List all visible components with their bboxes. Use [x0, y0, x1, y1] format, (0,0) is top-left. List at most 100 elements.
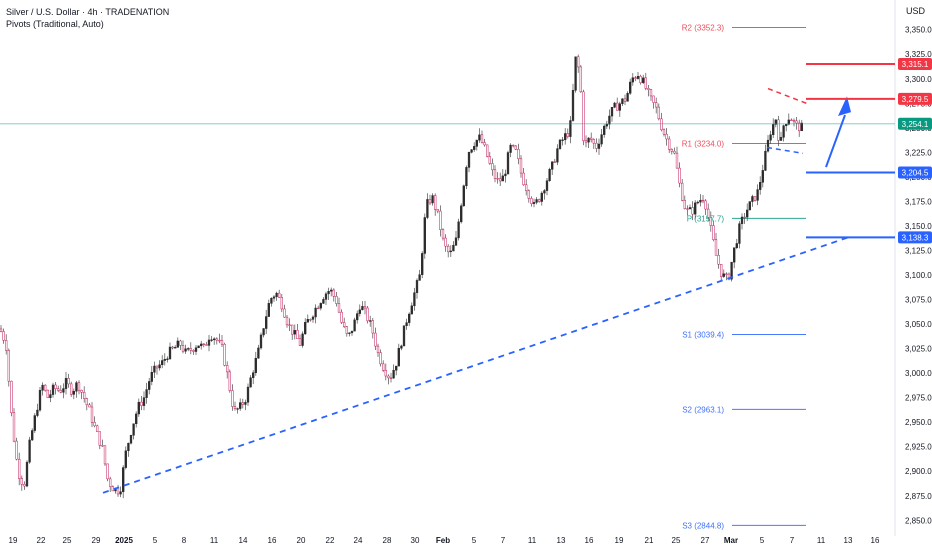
candle-body — [319, 303, 322, 309]
time-tick-label: 2025 — [115, 536, 133, 545]
candle-body — [231, 390, 234, 407]
candle-body — [181, 345, 185, 352]
time-tick-label: 11 — [817, 536, 826, 545]
candle-body — [252, 372, 255, 379]
symbol-title[interactable]: Silver / U.S. Dollar · 4h · TRADENATION — [6, 7, 170, 17]
candle-body — [714, 239, 718, 256]
candle-body — [376, 345, 380, 353]
candle-body — [743, 216, 746, 219]
candle-body — [410, 305, 413, 315]
candle-body — [665, 133, 668, 140]
price-axis: 3,350.03,325.03,300.03,275.03,250.03,225… — [894, 0, 932, 536]
candle-body — [558, 139, 562, 149]
candle-body — [707, 208, 710, 218]
candle-body — [618, 103, 621, 111]
price-tick-label: 3,000.0 — [905, 369, 932, 378]
candle-body — [610, 106, 614, 117]
candle-body — [348, 332, 351, 334]
candle-body — [218, 339, 221, 342]
time-tick-label: 11 — [528, 536, 537, 545]
candle-body — [405, 322, 408, 326]
candle-body — [70, 383, 73, 395]
time-tick-label: 24 — [354, 536, 363, 545]
candle-body — [257, 347, 260, 359]
candle-body — [41, 384, 44, 391]
candle-body — [202, 343, 205, 345]
currency-label[interactable]: USD — [906, 6, 926, 16]
support-trendline — [102, 235, 851, 494]
candle-body — [228, 371, 231, 391]
candle-body — [150, 372, 153, 382]
candle-body — [36, 409, 39, 416]
time-tick-label: 21 — [645, 536, 654, 545]
candle-body — [23, 484, 26, 487]
candle-body — [93, 422, 96, 427]
candle-body — [145, 389, 148, 398]
candle-body — [574, 56, 577, 91]
candle-body — [51, 384, 55, 395]
candle-body — [293, 330, 296, 335]
price-tick-label: 3,025.0 — [905, 345, 932, 354]
candle-body — [64, 378, 68, 389]
candle-body — [486, 144, 489, 157]
candle-body — [262, 328, 265, 336]
candle-body — [642, 77, 645, 84]
candle-body — [587, 137, 590, 143]
candle-body — [545, 180, 549, 191]
candle-body — [478, 134, 481, 141]
candle-body — [85, 398, 88, 406]
candle-body — [270, 298, 273, 304]
candle-body — [717, 255, 720, 265]
price-tick-label: 2,925.0 — [905, 443, 932, 452]
candle-body — [75, 382, 78, 392]
candle-body — [374, 332, 377, 347]
candle-body — [353, 319, 356, 332]
candle-body — [647, 88, 650, 90]
time-tick-label: Feb — [436, 536, 450, 545]
candle-body — [369, 320, 372, 322]
candle-body — [735, 243, 738, 248]
time-tick-label: 20 — [297, 536, 306, 545]
candle-body — [119, 491, 122, 495]
candle-body — [124, 450, 127, 468]
candle-body — [418, 274, 421, 281]
candle-body — [730, 261, 733, 280]
candle-body — [408, 313, 411, 323]
candle-body — [694, 202, 697, 215]
resistance-trendline — [767, 87, 810, 105]
candle-body — [623, 98, 627, 102]
candle-body — [31, 430, 34, 441]
candle-body — [80, 389, 83, 393]
candle-body — [525, 184, 528, 192]
candle-body — [210, 339, 213, 341]
candle-body — [129, 435, 133, 444]
candle-body — [566, 133, 569, 137]
candle-body — [491, 163, 494, 171]
candle-body — [332, 289, 335, 297]
candle-body — [772, 124, 775, 135]
candle-body — [90, 406, 94, 423]
price-tick-label: 3,325.0 — [905, 50, 932, 59]
candle-body — [392, 369, 395, 379]
candle-body — [254, 357, 257, 373]
level-badge — [898, 57, 932, 70]
candle-body — [137, 401, 140, 415]
candle-body — [98, 431, 101, 446]
candle-body — [431, 195, 434, 204]
candle-body — [753, 196, 757, 201]
pivot-label: P (3157.7) — [687, 214, 725, 223]
candle-body — [517, 149, 520, 160]
candle-body — [473, 146, 476, 150]
candle-body — [153, 365, 156, 373]
candle-body — [434, 195, 437, 210]
candle-body — [556, 148, 559, 163]
price-tick-label: 2,900.0 — [905, 467, 932, 476]
candle-body — [46, 389, 49, 398]
candle-body — [595, 142, 598, 149]
candle-body — [444, 237, 447, 247]
indicator-label[interactable]: Pivots (Traditional, Auto) — [6, 19, 104, 29]
candle-body — [764, 150, 767, 171]
candle-body — [83, 392, 86, 399]
bullish-arrow-shaft — [825, 114, 846, 168]
